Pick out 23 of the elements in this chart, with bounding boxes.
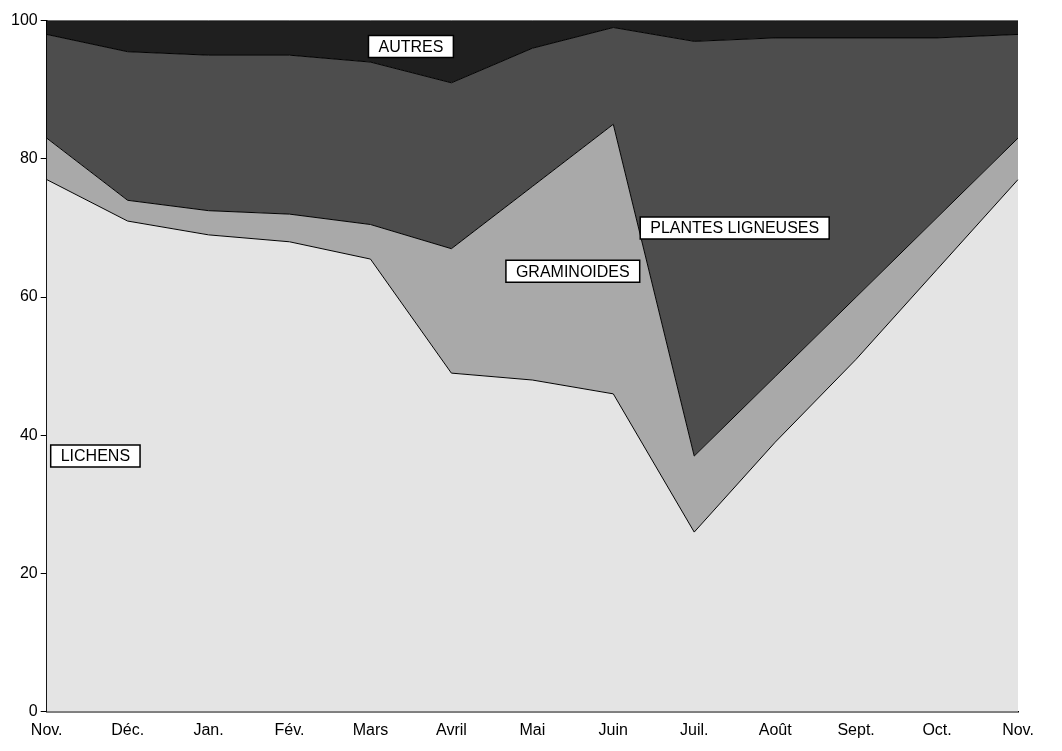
x-tick-label: Juin bbox=[598, 720, 628, 738]
y-tick-label: 60 bbox=[19, 287, 38, 305]
y-tick-label: 40 bbox=[19, 425, 38, 443]
x-tick-label: Sept. bbox=[837, 720, 875, 738]
x-tick-label: Nov. bbox=[30, 720, 63, 738]
series-label: PLANTES LIGNEUSES bbox=[650, 219, 820, 237]
y-tick-label: 80 bbox=[19, 149, 38, 167]
y-tick-label: 100 bbox=[10, 11, 38, 29]
series-label: AUTRES bbox=[378, 37, 444, 55]
x-tick-label: Juil. bbox=[680, 720, 709, 738]
x-tick-label: Fév. bbox=[274, 720, 305, 738]
x-tick-label: Jan. bbox=[193, 720, 224, 738]
x-tick-label: Avril bbox=[435, 720, 467, 738]
x-tick-label: Mars bbox=[352, 720, 389, 738]
x-tick-label: Oct. bbox=[922, 720, 952, 738]
x-tick-label: Déc. bbox=[111, 720, 145, 738]
y-tick-label: 0 bbox=[28, 702, 38, 720]
series-label: LICHENS bbox=[60, 447, 131, 465]
y-tick-label: 20 bbox=[19, 563, 38, 581]
x-tick-label: Mai bbox=[519, 720, 546, 738]
x-tick-label: Août bbox=[758, 720, 793, 738]
series-label: GRAMINOIDES bbox=[515, 262, 630, 280]
x-tick-label: Nov. bbox=[1002, 720, 1034, 738]
